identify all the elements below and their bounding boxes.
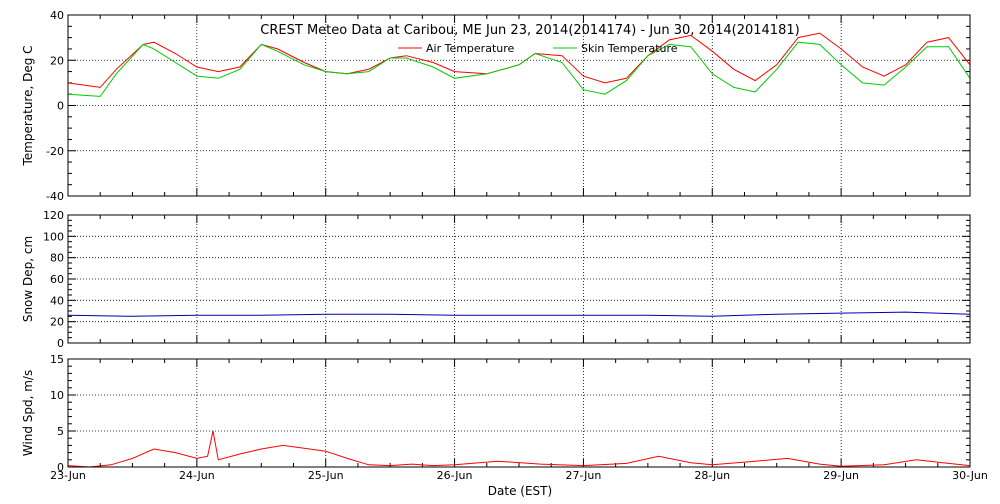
chart-title: CREST Meteo Data at Caribou, ME Jun 23, … bbox=[260, 23, 799, 38]
legend: Air Temperature Skin Temperature bbox=[398, 42, 678, 55]
y-tick-label: 80 bbox=[50, 252, 64, 265]
y-tick-label: -40 bbox=[46, 190, 64, 203]
series-line-1-2 bbox=[67, 41, 971, 97]
x-tick-label: 26-Jun bbox=[437, 469, 473, 482]
x-tick-label: 30-Jun bbox=[952, 469, 988, 482]
panel-1: -40 -20 0 20 40 Temperature, Deg C Air Tempera… bbox=[21, 9, 971, 203]
legend-label: Skin Temperature bbox=[581, 42, 678, 55]
panel-2: 0 20 40 60 80 100 120 Snow Dep, cm bbox=[21, 209, 971, 350]
x-axis-label: Date (EST) bbox=[488, 484, 552, 498]
x-tick-label: 28-Jun bbox=[694, 469, 730, 482]
y-tick-label: 40 bbox=[50, 294, 64, 307]
y-tick-label: 0 bbox=[57, 461, 64, 474]
panels-group: -40 -20 0 20 40 Temperature, Deg C Air Tempera… bbox=[21, 9, 988, 482]
y-tick-label: 40 bbox=[50, 9, 64, 22]
panel-frame bbox=[67, 214, 971, 344]
x-tick-label: 29-Jun bbox=[823, 469, 859, 482]
y-tick-label: 0 bbox=[57, 100, 64, 113]
series-line-3-1 bbox=[67, 430, 971, 468]
panel-frame bbox=[67, 14, 971, 197]
x-tick-label: 25-Jun bbox=[308, 469, 344, 482]
panel-3: 0 5 10 15 Wind Spd, m/s bbox=[21, 353, 971, 474]
y-axis-label: Snow Dep, cm bbox=[21, 236, 35, 322]
y-tick-label: 0 bbox=[57, 337, 64, 350]
x-tick-label: 23-Jun bbox=[50, 469, 86, 482]
y-tick-label: 10 bbox=[50, 389, 64, 402]
y-tick-label: -20 bbox=[46, 145, 64, 158]
legend-label: Air Temperature bbox=[426, 42, 515, 55]
x-tick-label: 27-Jun bbox=[566, 469, 602, 482]
y-tick-label: 100 bbox=[43, 230, 64, 243]
y-tick-label: 60 bbox=[50, 273, 64, 286]
y-tick-label: 20 bbox=[50, 316, 64, 329]
y-tick-label: 5 bbox=[57, 425, 64, 438]
y-axis-label: Temperature, Deg C bbox=[21, 45, 35, 166]
y-tick-label: 15 bbox=[50, 353, 64, 366]
panel-frame bbox=[67, 358, 971, 468]
y-tick-label: 20 bbox=[50, 54, 64, 67]
series-line-2-1 bbox=[67, 311, 971, 317]
y-axis-label: Wind Spd, m/s bbox=[21, 370, 35, 456]
x-tick-label: 24-Jun bbox=[179, 469, 215, 482]
y-tick-label: 120 bbox=[43, 209, 64, 222]
